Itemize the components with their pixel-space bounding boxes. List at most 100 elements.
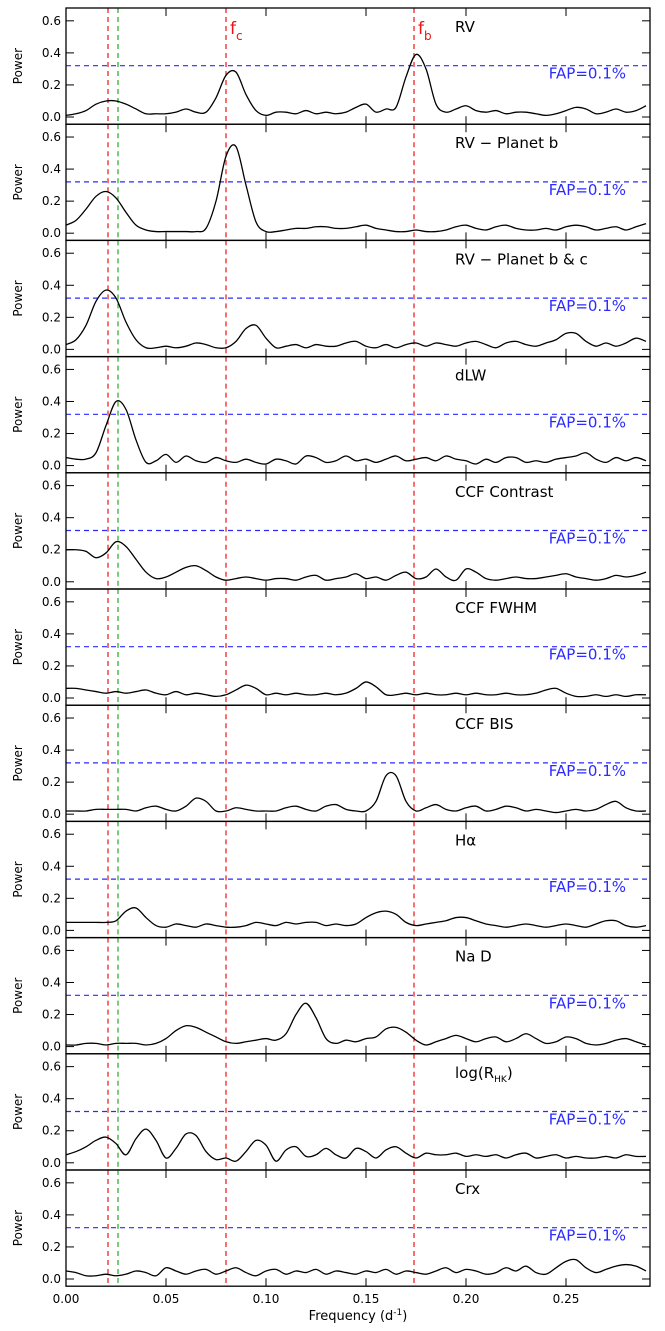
y-axis-label: Power <box>11 629 25 665</box>
y-tick-label: 0.2 <box>42 1240 61 1254</box>
panel-title: log(RHK) <box>455 1064 513 1085</box>
y-tick-label: 0.4 <box>42 511 61 525</box>
y-tick-label: 0.0 <box>42 575 61 589</box>
y-axis-label: Power <box>11 977 25 1013</box>
y-tick-label: 0.6 <box>42 1176 61 1190</box>
threshold-label: FAP=0.1% <box>549 762 626 780</box>
y-tick-label: 0.4 <box>42 627 61 641</box>
x-tick-label: 0.15 <box>353 1292 380 1306</box>
threshold-label: FAP=0.1% <box>549 1227 626 1245</box>
panel-title-text: Crx <box>455 1180 480 1198</box>
y-axis-label: Power <box>11 513 25 549</box>
y-tick-label: 0.6 <box>42 595 61 609</box>
periodogram-line <box>66 681 647 698</box>
periodogram-line <box>66 1128 647 1163</box>
periodogram-line <box>66 1002 647 1046</box>
y-tick-label: 0.6 <box>42 130 61 144</box>
annotation-text: f <box>230 19 237 39</box>
y-tick-label: 0.2 <box>42 659 61 673</box>
threshold-label: FAP=0.1% <box>549 646 626 664</box>
x-axis-label-end: ) <box>402 1309 407 1324</box>
panel-title: Hα <box>455 831 476 849</box>
panel-title: RV − Planet b <box>455 134 558 152</box>
panel: 0.0 0.2 0.4 0.6 Power FAP=0.1% Hα <box>11 820 651 939</box>
panel: 0.0 0.2 0.4 0.6 Power FAP=0.1% log(RHK) <box>11 1053 651 1171</box>
y-tick-label: 0.6 <box>42 362 61 376</box>
y-tick-label: 0.2 <box>42 1008 61 1022</box>
y-tick-label: 0.4 <box>42 278 61 292</box>
y-tick-label: 0.6 <box>42 246 61 260</box>
y-tick-label: 0.4 <box>42 162 61 176</box>
periodogram-line <box>66 1258 647 1277</box>
y-axis-label: Power <box>11 48 25 84</box>
y-tick-label: 0.0 <box>42 226 61 240</box>
panel-title-text: Hα <box>455 831 476 849</box>
threshold-label: FAP=0.1% <box>549 181 626 199</box>
panel: 0.0 0.2 0.4 0.6 Power FAP=0.1% RV − Planet b &… <box>11 239 651 358</box>
threshold-label: FAP=0.1% <box>549 1110 626 1128</box>
annotation-text: f <box>418 19 425 39</box>
y-tick-label: 0.6 <box>42 479 61 493</box>
y-tick-label: 0.0 <box>42 342 61 356</box>
threshold-label: FAP=0.1% <box>549 413 626 431</box>
panel-title: Na D <box>455 948 492 966</box>
y-tick-label: 0.6 <box>42 943 61 957</box>
y-tick-label: 0.0 <box>42 459 61 473</box>
y-axis-label: Power <box>11 280 25 316</box>
y-tick-label: 0.2 <box>42 427 61 441</box>
y-axis-label: Power <box>11 164 25 200</box>
y-axis-label: Power <box>11 1210 25 1246</box>
y-tick-label: 0.0 <box>42 923 61 937</box>
y-tick-label: 0.0 <box>42 807 61 821</box>
panel: 0.0 0.2 0.4 0.6 Power FAP=0.1% dLW <box>11 355 651 474</box>
y-axis-label: Power <box>11 861 25 897</box>
x-tick-label: 0.25 <box>553 1292 580 1306</box>
y-tick-label: 0.2 <box>42 310 61 324</box>
panel-title-text: CCF FWHM <box>455 599 537 617</box>
y-tick-label: 0.2 <box>42 891 61 905</box>
y-tick-label: 0.0 <box>42 1040 61 1054</box>
panel-title-text: log(R <box>455 1064 494 1082</box>
panel-frame <box>65 1169 651 1287</box>
x-tick-label: 0.10 <box>253 1292 280 1306</box>
panel: 0.0 0.2 0.4 0.6 Power FAP=0.1% Na D <box>11 936 651 1055</box>
periodogram-line <box>66 907 647 929</box>
y-tick-label: 0.2 <box>42 1124 61 1138</box>
panel-title-sub: HK <box>494 1075 508 1085</box>
threshold-label: FAP=0.1% <box>549 65 626 83</box>
periodogram-line <box>66 144 647 234</box>
y-tick-label: 0.2 <box>42 775 61 789</box>
panel-title: CCF Contrast <box>455 483 554 501</box>
panel: 0.0 0.2 0.4 0.6 Power FAP=0.1% CCF BIS <box>11 704 651 823</box>
panel-title-text: CCF BIS <box>455 715 514 733</box>
y-tick-label: 0.0 <box>42 110 61 124</box>
panel-title-text: RV <box>455 18 476 36</box>
x-tick-label: 0.00 <box>53 1292 80 1306</box>
y-tick-label: 0.2 <box>42 543 61 557</box>
panel: 0.0 0.2 0.4 0.6 0.00 0.05 0.10 0.15 0.20 0.25 Powe… <box>11 1169 651 1324</box>
annotation-sub: c <box>236 29 243 43</box>
y-tick-label: 0.6 <box>42 1060 61 1074</box>
threshold-label: FAP=0.1% <box>549 529 626 547</box>
periodogram-line <box>66 771 647 814</box>
panel-title-text: RV − Planet b <box>455 134 558 152</box>
y-tick-label: 0.4 <box>42 46 61 60</box>
y-tick-label: 0.4 <box>42 394 61 408</box>
panel-title: CCF BIS <box>455 715 514 733</box>
panel-title: RV <box>455 18 476 36</box>
y-tick-label: 0.0 <box>42 691 61 705</box>
y-tick-label: 0.6 <box>42 711 61 725</box>
y-tick-label: 0.4 <box>42 975 61 989</box>
annotation-sub: b <box>424 29 432 43</box>
threshold-label: FAP=0.1% <box>549 878 626 896</box>
x-axis-label-text: Frequency (d <box>309 1309 394 1324</box>
y-tick-label: 0.4 <box>42 859 61 873</box>
y-tick-label: 0.4 <box>42 743 61 757</box>
y-tick-label: 0.4 <box>42 1208 61 1222</box>
y-tick-label: 0.2 <box>42 78 61 92</box>
panel: 0.0 0.2 0.4 0.6 Power FAP=0.1% CCF FWHM <box>11 588 651 706</box>
threshold-label: FAP=0.1% <box>549 994 626 1012</box>
y-axis-label: Power <box>11 745 25 781</box>
y-tick-label: 0.6 <box>42 827 61 841</box>
